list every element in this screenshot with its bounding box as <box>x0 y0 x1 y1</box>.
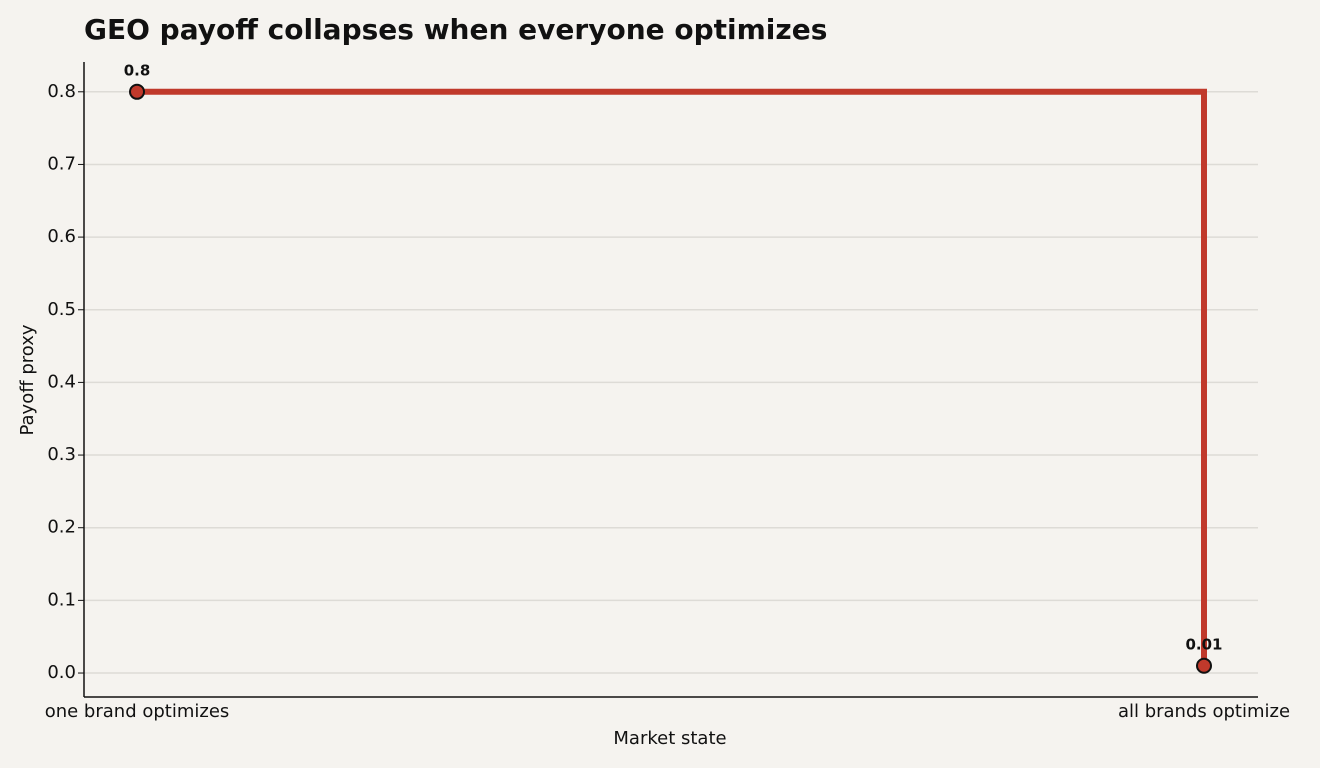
line <box>137 88 1207 666</box>
y-axis-label: Payoff proxy <box>17 324 38 435</box>
x-tick-label: all brands optimize <box>1118 701 1290 722</box>
y-tick-label: 0.7 <box>47 153 76 174</box>
y-tick-label: 0.5 <box>47 299 76 320</box>
x-axis-label: Market state <box>613 728 726 749</box>
y-tick-label: 0.2 <box>47 517 76 538</box>
y-tick-label: 0.3 <box>47 444 76 465</box>
y-tick-label: 0.6 <box>47 226 76 247</box>
point <box>129 83 145 100</box>
point <box>1196 657 1212 674</box>
data-label: 0.01 <box>1185 635 1222 653</box>
y-tick-label: 0.8 <box>47 81 76 102</box>
chart-title: GEO payoff collapses when everyone optim… <box>84 13 827 46</box>
y-tick-label: 0.1 <box>47 589 76 610</box>
y-tick-label: 0.4 <box>47 371 76 392</box>
y-tick-label: 0.0 <box>47 662 76 683</box>
x-tick-label: one brand optimizes <box>45 701 230 722</box>
data-label: 0.8 <box>124 61 151 79</box>
